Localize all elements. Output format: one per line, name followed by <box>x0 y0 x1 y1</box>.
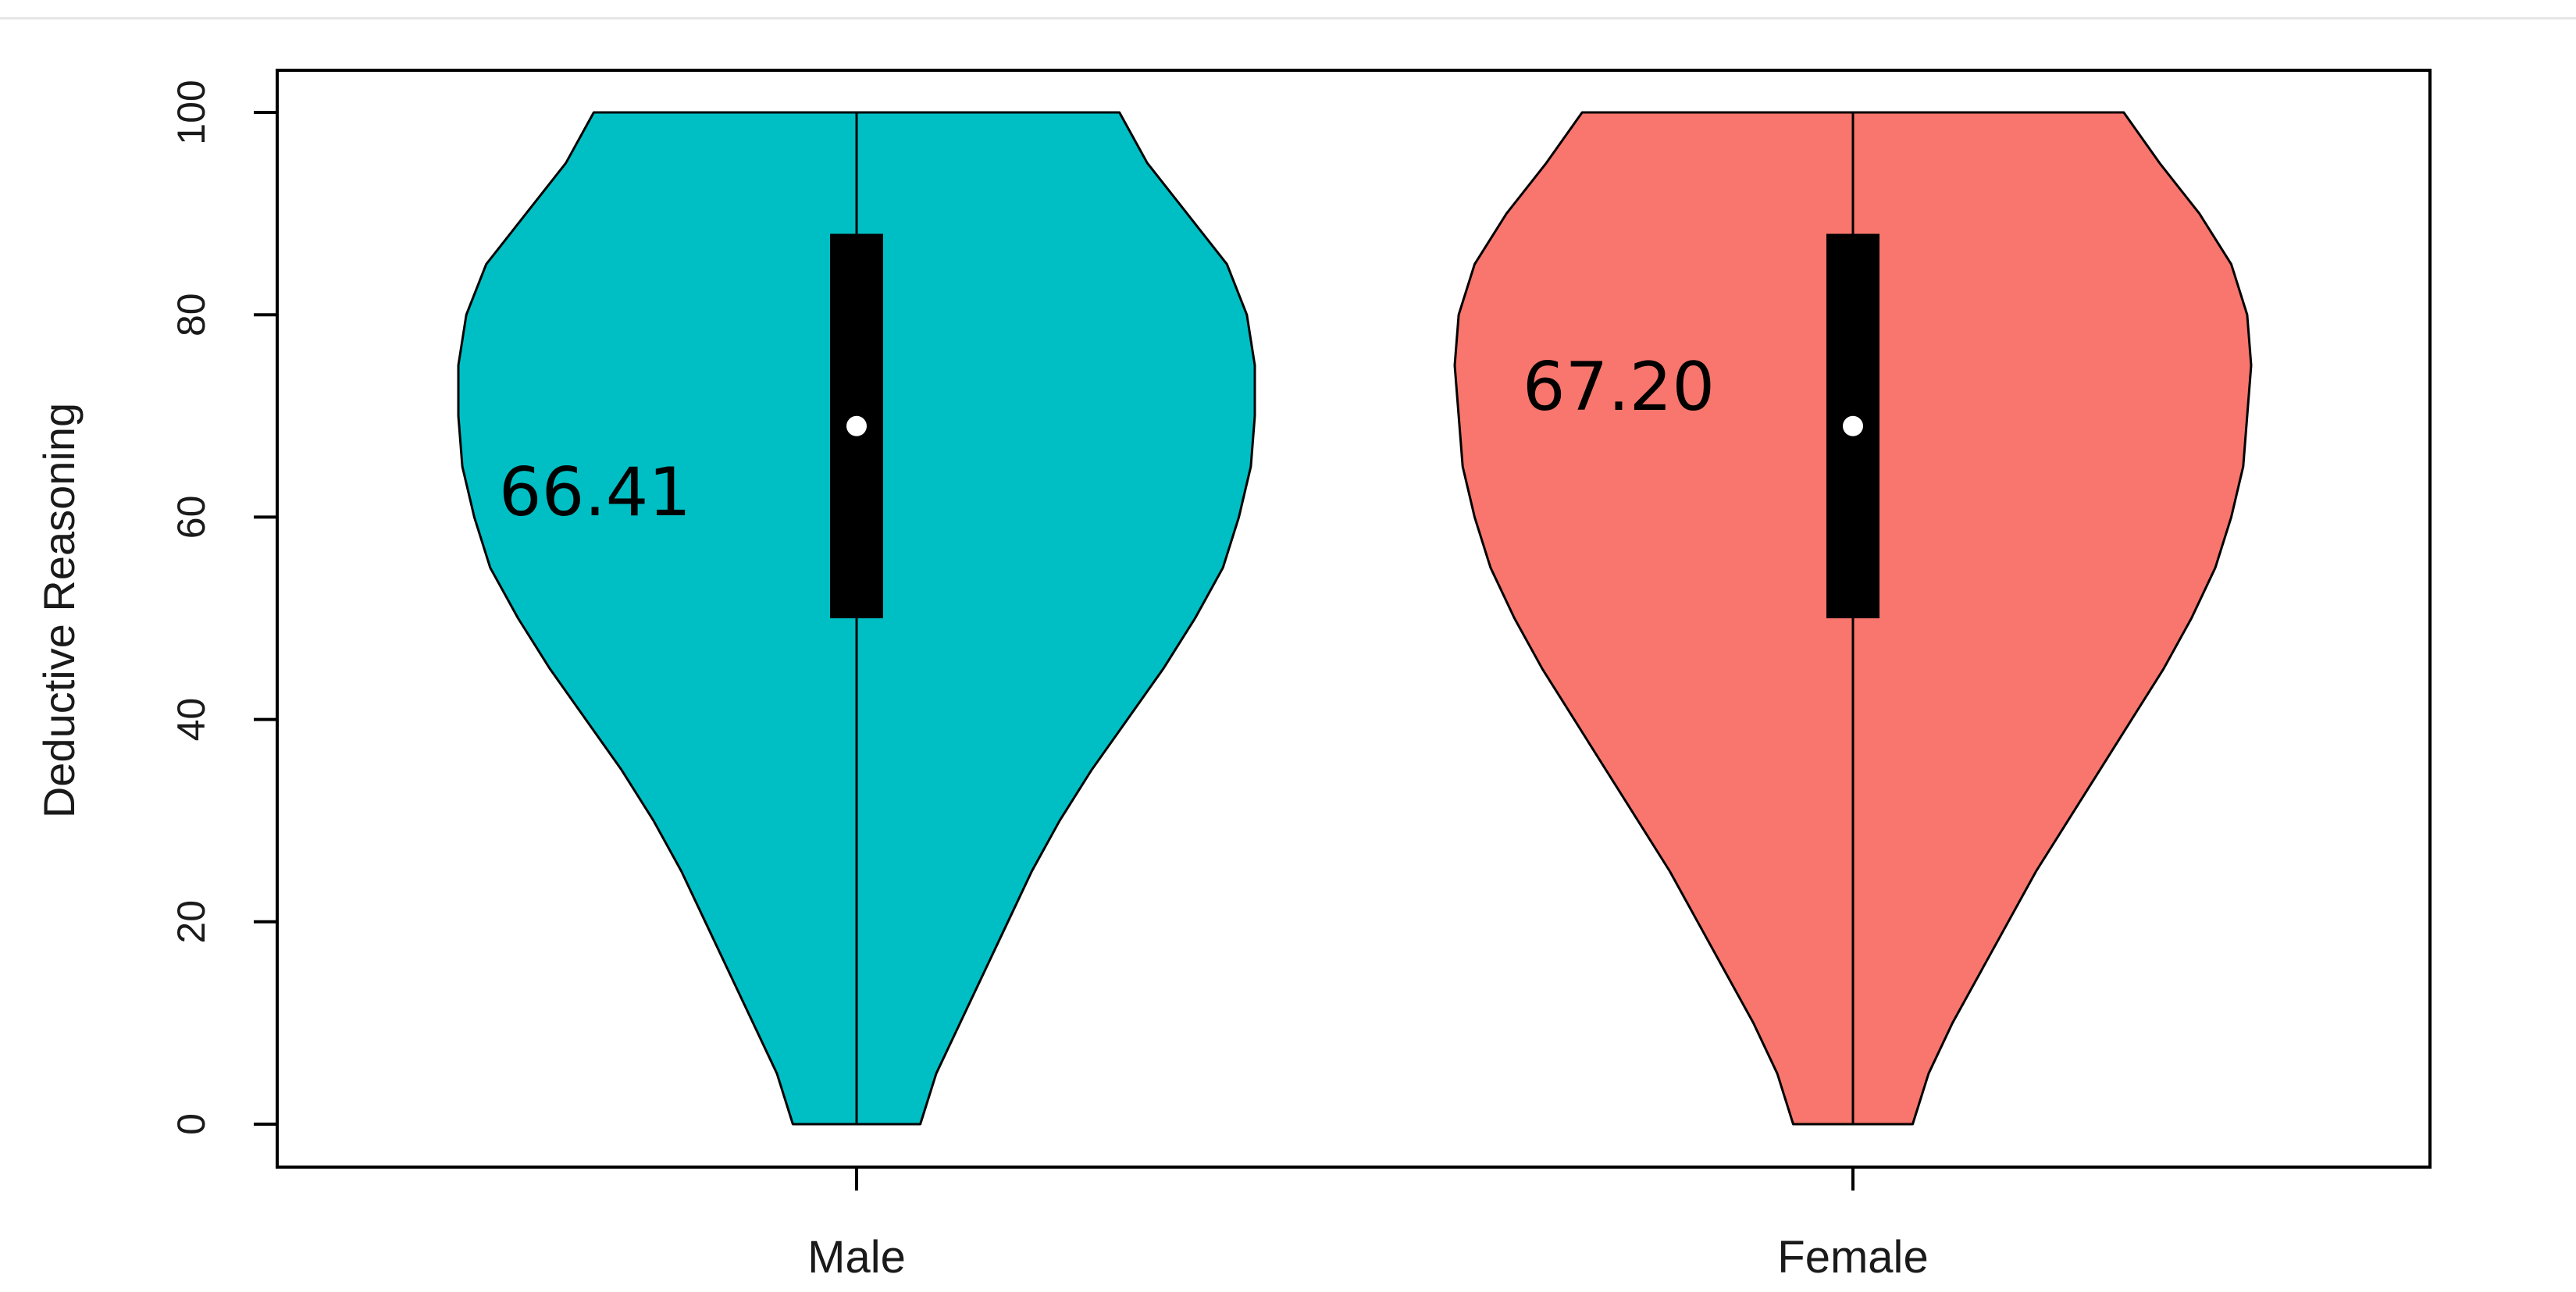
top-rule <box>0 17 2576 20</box>
y-tick-label: 80 <box>169 293 213 336</box>
y-tick-label: 0 <box>169 1113 213 1135</box>
y-axis-title: Deductive Reasoning <box>34 403 84 818</box>
median-point-male <box>846 415 867 436</box>
x-tick-label-female: Female <box>1777 1232 1928 1283</box>
y-tick-label: 100 <box>169 80 213 144</box>
y-tick-label: 60 <box>169 496 213 539</box>
y-axis: 0 20 40 60 80 100 <box>169 80 279 1135</box>
violins: 66.41 67.20 <box>457 111 2253 1126</box>
x-tick-label-male: Male <box>807 1232 906 1283</box>
mean-label-female: 67.20 <box>1523 348 1715 426</box>
y-tick-label: 40 <box>169 698 213 742</box>
median-point-female <box>1843 415 1863 436</box>
y-tick-label: 20 <box>169 900 213 944</box>
x-axis: Male Female <box>807 1167 1929 1283</box>
mean-label-male: 66.41 <box>499 454 691 532</box>
